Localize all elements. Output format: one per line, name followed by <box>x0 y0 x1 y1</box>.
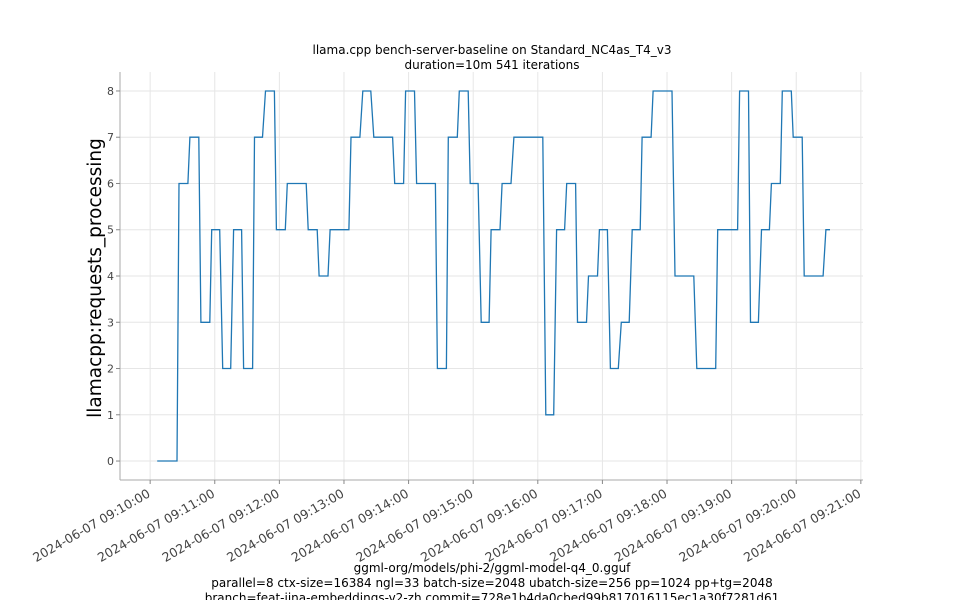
chart-title: llama.cpp bench-server-baseline on Stand… <box>313 43 672 57</box>
y-tick-label: 7 <box>107 131 114 144</box>
x-tick-label: 2024-06-07 09:16:00 <box>418 486 541 565</box>
x-tick-label: 2024-06-07 09:19:00 <box>612 486 735 565</box>
y-tick-label: 0 <box>107 455 114 468</box>
grid <box>120 72 863 480</box>
y-tick-label: 8 <box>107 85 114 98</box>
y-tick-label: 1 <box>107 409 114 422</box>
x-tick-label: 2024-06-07 09:11:00 <box>95 486 218 565</box>
footer-branch: branch=feat-jina-embeddings-v2-zh commit… <box>205 591 780 600</box>
x-tick-label: 2024-06-07 09:14:00 <box>289 486 412 565</box>
footer-model: ggml-org/models/phi-2/ggml-model-q4_0.gg… <box>354 561 632 575</box>
x-tick-label: 2024-06-07 09:15:00 <box>353 486 476 565</box>
chart-subtitle: duration=10m 541 iterations <box>405 58 580 72</box>
y-tick-label: 6 <box>107 177 114 190</box>
y-tick-label: 4 <box>107 270 114 283</box>
footer-params: parallel=8 ctx-size=16384 ngl=33 batch-s… <box>211 576 772 590</box>
y-tick-label: 3 <box>107 316 114 329</box>
series-line <box>157 90 830 462</box>
x-tick-label: 2024-06-07 09:13:00 <box>224 486 347 565</box>
x-tick-label: 2024-06-07 09:18:00 <box>547 486 670 565</box>
series <box>157 90 830 462</box>
x-tick-label: 2024-06-07 09:17:00 <box>482 486 605 565</box>
x-tick-label: 2024-06-07 09:10:00 <box>30 486 153 565</box>
x-tick-label: 2024-06-07 09:20:00 <box>676 486 799 565</box>
y-ticks: 0 1 2 3 4 5 6 7 8 <box>107 85 120 468</box>
y-axis-label: llamacpp:requests_processing <box>85 138 106 418</box>
y-tick-label: 2 <box>107 363 114 376</box>
x-tick-label: 2024-06-07 09:12:00 <box>159 486 282 565</box>
y-tick-label: 5 <box>107 224 114 237</box>
x-tick-label: 2024-06-07 09:21:00 <box>741 486 864 565</box>
